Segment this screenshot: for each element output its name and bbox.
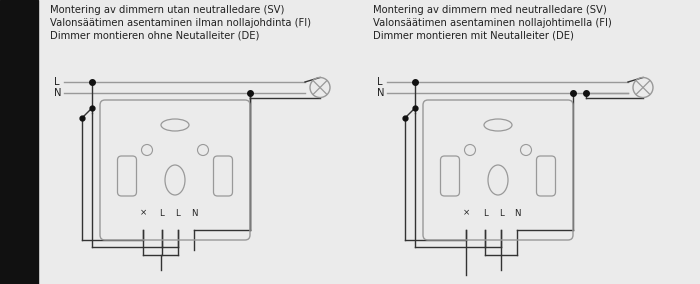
Text: ×: × xyxy=(139,208,146,218)
Text: N: N xyxy=(514,208,520,218)
Text: L: L xyxy=(377,77,382,87)
Text: N: N xyxy=(190,208,197,218)
Text: N: N xyxy=(377,88,384,98)
Text: N: N xyxy=(54,88,62,98)
Text: L: L xyxy=(54,77,60,87)
Text: L: L xyxy=(160,208,164,218)
Text: L: L xyxy=(482,208,487,218)
Bar xyxy=(0,0,38,284)
Text: Dimmer montieren mit Neutalleiter (DE): Dimmer montieren mit Neutalleiter (DE) xyxy=(373,31,574,41)
Text: Valonsäätimen asentaminen nollajohtimella (FI): Valonsäätimen asentaminen nollajohtimell… xyxy=(373,18,612,28)
Text: Montering av dimmern med neutralledare (SV): Montering av dimmern med neutralledare (… xyxy=(373,5,607,15)
Text: Valonsäätimen asentaminen ilman nollajohdinta (FI): Valonsäätimen asentaminen ilman nollajoh… xyxy=(50,18,311,28)
Text: Montering av dimmern utan neutralledare (SV): Montering av dimmern utan neutralledare … xyxy=(50,5,284,15)
Text: L: L xyxy=(498,208,503,218)
Text: L: L xyxy=(176,208,181,218)
Text: ×: × xyxy=(463,208,470,218)
Text: Dimmer montieren ohne Neutalleiter (DE): Dimmer montieren ohne Neutalleiter (DE) xyxy=(50,31,260,41)
